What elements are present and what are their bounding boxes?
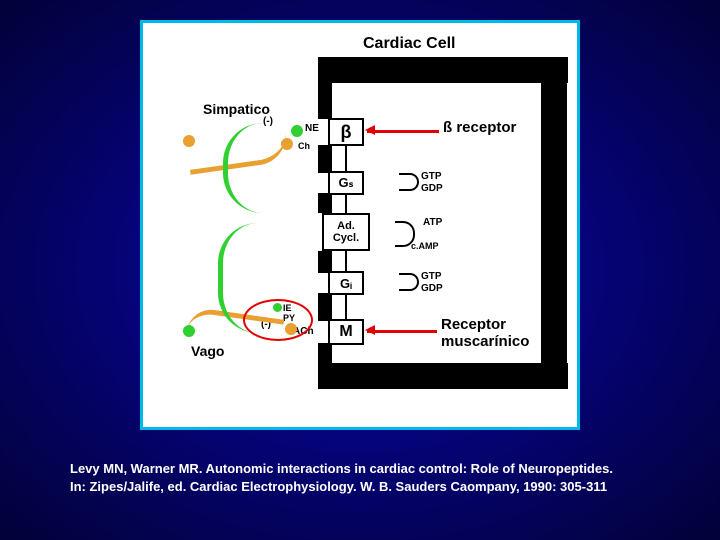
terminal-dot-icon	[183, 325, 195, 337]
diagram-inner: Cardiac Cell Simpatico Vago β Gₛ Ad.Cycl…	[143, 23, 577, 427]
atp-label: ATP	[423, 217, 442, 228]
beta-receptor-block: β	[328, 118, 364, 146]
gtp-label: GTP	[421, 171, 442, 182]
gs-protein-block: Gₛ	[328, 171, 364, 195]
terminal-dot-icon	[183, 135, 195, 147]
muscarinic-receptor-annotation: Receptormuscarínico	[441, 317, 529, 350]
gtp-gdp-cycle-icon	[399, 173, 419, 191]
diagram-panel: Cardiac Cell Simpatico Vago β Gₛ Ad.Cycl…	[140, 20, 580, 430]
gdp-label: GDP	[421, 183, 443, 194]
annotation-arrow-icon	[367, 130, 439, 133]
ne-label: NE	[305, 123, 319, 134]
muscarinic-receptor-block: M	[328, 319, 364, 345]
sympathetic-fiber-icon	[223, 123, 303, 213]
annotation-arrow-icon	[367, 330, 437, 333]
membrane-top	[318, 57, 568, 83]
citation-line1: Levy MN, Warner MR. Autonomic interactio…	[70, 461, 613, 476]
membrane-left-seg	[318, 145, 332, 173]
citation-text: Levy MN, Warner MR. Autonomic interactio…	[70, 460, 670, 495]
gi-protein-block: Gᵢ	[328, 271, 364, 295]
adenylyl-cyclase-block: Ad.Cycl.	[322, 213, 370, 251]
camp-label: c.AMP	[411, 241, 439, 251]
citation-line2: In: Zipes/Jalife, ed. Cardiac Electrophy…	[70, 479, 607, 494]
terminal-dot-icon	[291, 125, 303, 137]
membrane-right	[541, 57, 567, 385]
connector	[345, 293, 347, 321]
sympathetic-label: Simpatico	[203, 101, 270, 117]
membrane-left-seg	[318, 343, 332, 365]
connector	[345, 193, 347, 215]
highlight-circle-icon	[243, 299, 313, 341]
connector	[345, 145, 347, 173]
vagus-label: Vago	[191, 343, 224, 359]
membrane-left-seg	[318, 193, 332, 213]
cardiac-cell-title: Cardiac Cell	[363, 35, 455, 53]
terminal-dot-icon	[281, 138, 293, 150]
gtp-label: GTP	[421, 271, 442, 282]
gdp-label: GDP	[421, 283, 443, 294]
annotation-arrowhead-icon	[365, 325, 375, 335]
membrane-left-seg	[318, 293, 332, 321]
membrane-bottom	[318, 363, 568, 389]
membrane-left-seg	[318, 57, 332, 119]
annotation-arrowhead-icon	[365, 125, 375, 135]
membrane-left-seg	[318, 251, 332, 273]
connector	[345, 249, 347, 273]
gtp-gdp-cycle-icon	[399, 273, 419, 291]
beta-receptor-annotation: ß receptor	[443, 119, 516, 136]
